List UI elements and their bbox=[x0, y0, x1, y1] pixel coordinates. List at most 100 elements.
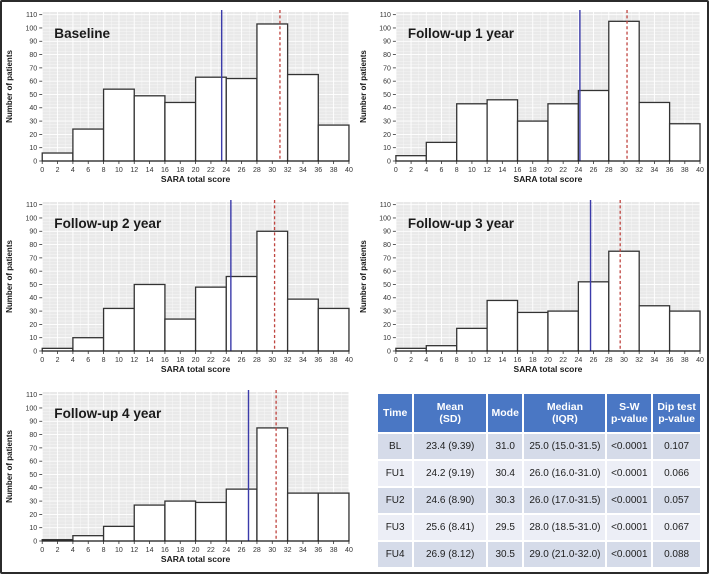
svg-text:18: 18 bbox=[529, 357, 537, 364]
svg-text:32: 32 bbox=[635, 167, 643, 174]
svg-text:26: 26 bbox=[238, 167, 246, 174]
table-row: FU4 26.9 (8.12) 30.5 29.0 (21.0-32.0) <0.000… bbox=[378, 542, 700, 567]
svg-text:8: 8 bbox=[102, 357, 106, 364]
svg-text:34: 34 bbox=[299, 357, 307, 364]
table-cell: 26.0 (17.0-31.5) bbox=[524, 488, 606, 513]
svg-text:2: 2 bbox=[56, 167, 60, 174]
svg-text:50: 50 bbox=[29, 472, 37, 479]
svg-text:38: 38 bbox=[330, 357, 338, 364]
x-axis-label: SARA total score bbox=[514, 174, 583, 184]
svg-text:100: 100 bbox=[25, 215, 37, 222]
svg-text:40: 40 bbox=[345, 167, 353, 174]
stats-col-header: Mode bbox=[488, 394, 523, 432]
svg-text:36: 36 bbox=[666, 167, 674, 174]
svg-text:2: 2 bbox=[56, 547, 60, 554]
svg-text:14: 14 bbox=[498, 167, 506, 174]
svg-text:80: 80 bbox=[29, 242, 37, 249]
svg-text:80: 80 bbox=[29, 432, 37, 439]
panel-title: Follow-up 1 year bbox=[408, 26, 515, 41]
svg-text:40: 40 bbox=[345, 547, 353, 554]
histogram-followup-2-year: 0 10 20 30 40 50 60 70 80 90 100 110 0 2 4 6 8 10 12 14 16 18… bbox=[2, 192, 356, 382]
svg-text:12: 12 bbox=[130, 547, 138, 554]
svg-text:110: 110 bbox=[26, 392, 37, 399]
svg-text:30: 30 bbox=[620, 357, 628, 364]
svg-text:12: 12 bbox=[483, 357, 491, 364]
svg-text:100: 100 bbox=[379, 215, 391, 222]
table-cell: 28.0 (18.5-31.0) bbox=[524, 515, 606, 540]
table-cell: 25.0 (15.0-31.5) bbox=[524, 434, 606, 459]
stats-col-header: S-W p-value bbox=[607, 394, 652, 432]
svg-text:16: 16 bbox=[161, 547, 169, 554]
svg-text:30: 30 bbox=[268, 357, 276, 364]
svg-text:6: 6 bbox=[86, 547, 90, 554]
svg-text:2: 2 bbox=[409, 167, 413, 174]
svg-text:4: 4 bbox=[71, 547, 75, 554]
table-cell: 31.0 bbox=[488, 434, 523, 459]
svg-text:100: 100 bbox=[25, 25, 37, 32]
svg-text:22: 22 bbox=[207, 357, 215, 364]
svg-text:20: 20 bbox=[544, 167, 552, 174]
svg-text:24: 24 bbox=[222, 547, 230, 554]
svg-text:26: 26 bbox=[590, 167, 598, 174]
svg-text:110: 110 bbox=[26, 12, 37, 19]
svg-text:70: 70 bbox=[383, 65, 391, 72]
svg-text:70: 70 bbox=[29, 445, 37, 452]
svg-text:34: 34 bbox=[299, 167, 307, 174]
svg-text:10: 10 bbox=[115, 357, 123, 364]
table-cell: 30.3 bbox=[488, 488, 523, 513]
y-axis-label: Number of patients bbox=[5, 50, 14, 123]
svg-text:90: 90 bbox=[29, 419, 37, 426]
table-cell: 0.067 bbox=[653, 515, 700, 540]
table-cell: <0.0001 bbox=[607, 434, 652, 459]
svg-text:26: 26 bbox=[238, 357, 246, 364]
svg-text:36: 36 bbox=[314, 357, 322, 364]
table-cell: 24.2 (9.19) bbox=[414, 461, 487, 486]
table-cell: 0.057 bbox=[653, 488, 700, 513]
svg-text:20: 20 bbox=[192, 547, 200, 554]
histogram-baseline: 0 10 20 30 40 50 60 70 80 90 100 110 0 2 4 6 8 10 12 14 16 18… bbox=[2, 2, 356, 192]
stats-table: Time Mean (SD) Mode Median (IQR) S-W p-value… bbox=[376, 392, 702, 569]
table-cell: 30.4 bbox=[488, 461, 523, 486]
svg-text:18: 18 bbox=[529, 167, 537, 174]
svg-text:0: 0 bbox=[387, 158, 391, 165]
table-cell: 23.4 (9.39) bbox=[414, 434, 487, 459]
table-cell: FU2 bbox=[378, 488, 413, 513]
svg-text:20: 20 bbox=[544, 357, 552, 364]
svg-text:12: 12 bbox=[130, 357, 138, 364]
svg-text:38: 38 bbox=[681, 167, 689, 174]
svg-text:10: 10 bbox=[29, 335, 37, 342]
svg-text:12: 12 bbox=[483, 167, 491, 174]
svg-text:18: 18 bbox=[176, 167, 184, 174]
svg-text:60: 60 bbox=[383, 79, 391, 86]
y-axis-label: Number of patients bbox=[359, 50, 368, 123]
svg-text:22: 22 bbox=[559, 357, 567, 364]
svg-text:14: 14 bbox=[146, 357, 154, 364]
svg-text:20: 20 bbox=[383, 322, 391, 329]
svg-text:22: 22 bbox=[207, 167, 215, 174]
table-cell: <0.0001 bbox=[607, 515, 652, 540]
y-axis-label: Number of patients bbox=[5, 430, 14, 503]
svg-text:10: 10 bbox=[383, 145, 391, 152]
svg-text:30: 30 bbox=[620, 167, 628, 174]
x-axis-label: SARA total score bbox=[514, 364, 583, 374]
stats-table-header: Time Mean (SD) Mode Median (IQR) S-W p-value… bbox=[378, 394, 700, 432]
svg-text:32: 32 bbox=[284, 547, 292, 554]
svg-text:2: 2 bbox=[56, 357, 60, 364]
svg-text:0: 0 bbox=[394, 357, 398, 364]
table-cell: <0.0001 bbox=[607, 542, 652, 567]
svg-text:10: 10 bbox=[468, 167, 476, 174]
svg-text:8: 8 bbox=[455, 167, 459, 174]
table-row: FU3 25.6 (8.41) 29.5 28.0 (18.5-31.0) <0.000… bbox=[378, 515, 700, 540]
svg-text:0: 0 bbox=[33, 538, 37, 545]
svg-text:20: 20 bbox=[29, 512, 37, 519]
svg-text:12: 12 bbox=[130, 167, 138, 174]
svg-text:0: 0 bbox=[33, 348, 37, 355]
svg-text:0: 0 bbox=[387, 348, 391, 355]
svg-text:40: 40 bbox=[29, 295, 37, 302]
svg-text:24: 24 bbox=[222, 357, 230, 364]
svg-text:0: 0 bbox=[40, 167, 44, 174]
stats-col-header: Median (IQR) bbox=[524, 394, 606, 432]
panel-title: Follow-up 4 year bbox=[54, 406, 162, 421]
